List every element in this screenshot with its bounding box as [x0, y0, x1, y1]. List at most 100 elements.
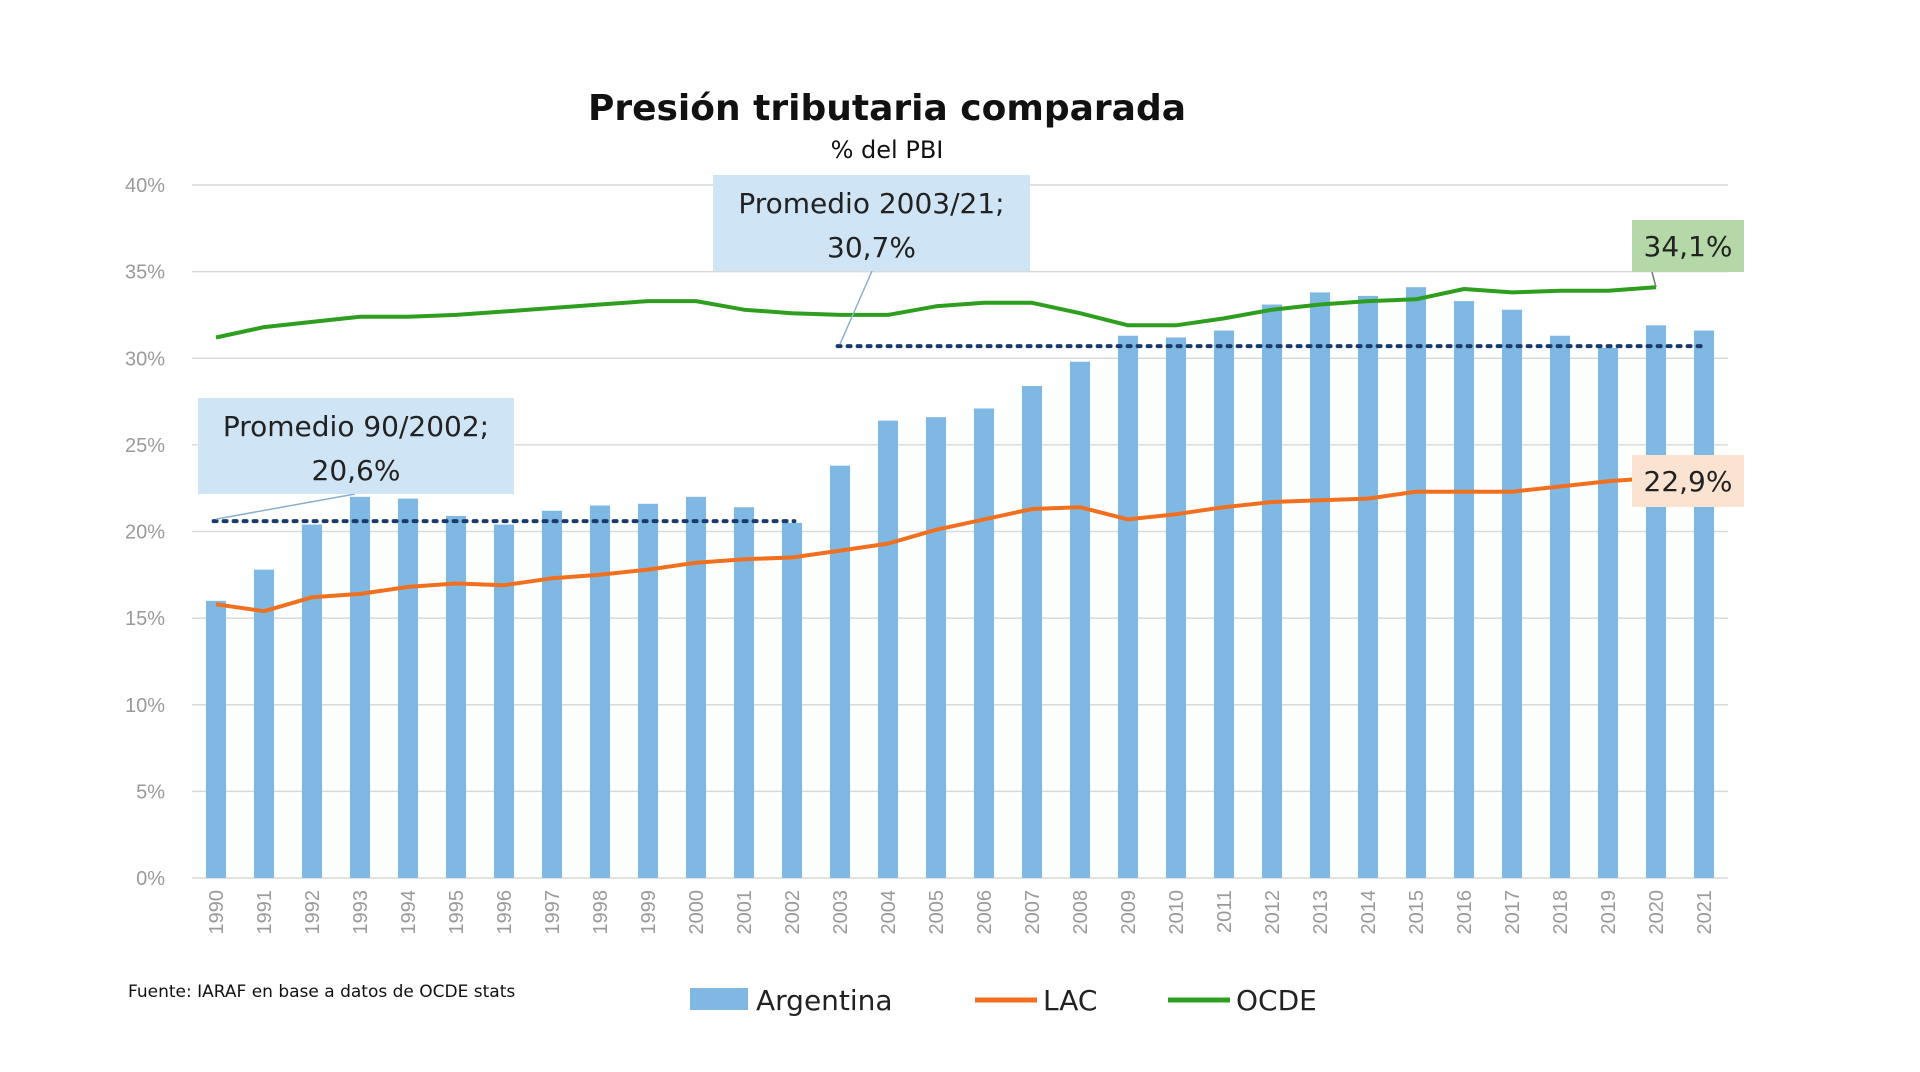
- bar-argentina: [301, 524, 323, 878]
- callout-value: 30,7%: [827, 231, 916, 264]
- y-axis-ticks: 0% 5% 10% 15% 20% 25% 30% 35% 40%: [125, 175, 165, 890]
- bar-argentina: [1549, 335, 1571, 878]
- callout-box: [198, 398, 514, 494]
- legend-label: LAC: [1043, 984, 1097, 1017]
- x-tick-label: 1991: [254, 890, 276, 935]
- average-lines: [211, 344, 1709, 524]
- x-tick-label: 2021: [1694, 890, 1716, 935]
- x-tick-label: 2010: [1166, 890, 1188, 935]
- bar-argentina: [253, 569, 275, 878]
- argentina-bars: [205, 287, 1715, 879]
- callout-leader: [839, 270, 873, 345]
- bar-argentina: [1645, 325, 1667, 878]
- bar-argentina: [349, 496, 371, 878]
- y-tick-label: 25%: [125, 435, 165, 457]
- bar-argentina: [445, 515, 467, 878]
- legend: Argentina LAC OCDE: [690, 984, 1317, 1017]
- x-tick-label: 2019: [1598, 890, 1620, 935]
- end-labels: 34,1% 22,9%: [1632, 220, 1744, 507]
- x-tick-label: 2003: [830, 890, 852, 935]
- x-axis-ticks: 1990 1991 1992 1993 1994 1995 1996 1997 1998 1999…: [206, 890, 1716, 935]
- x-tick-label: 1996: [494, 890, 516, 935]
- x-tick-label: 2017: [1502, 890, 1524, 935]
- bar-argentina: [637, 503, 659, 878]
- x-tick-label: 2011: [1214, 890, 1236, 933]
- legend-swatch: [690, 988, 748, 1010]
- average-callouts: Promedio 90/2002; 20,6% Promedio 2003/21; 3…: [198, 175, 1030, 520]
- callout-label: Promedio 2003/21;: [738, 187, 1004, 220]
- bar-argentina: [397, 498, 419, 878]
- bar-argentina: [1021, 385, 1043, 878]
- x-tick-label: 1995: [446, 890, 468, 935]
- y-tick-label: 40%: [125, 175, 165, 197]
- end-label-box: [1632, 220, 1744, 272]
- x-tick-label: 2008: [1070, 890, 1092, 935]
- x-tick-label: 1998: [590, 890, 612, 935]
- line-lac: [215, 475, 1657, 614]
- x-tick-label: 2016: [1454, 890, 1476, 935]
- x-tick-label: 2001: [734, 890, 756, 935]
- x-tick-label: 1997: [542, 890, 564, 935]
- x-tick-label: 2020: [1646, 890, 1668, 935]
- bar-argentina: [1597, 347, 1619, 879]
- bar-argentina: [1693, 330, 1715, 878]
- x-tick-label: 2007: [1022, 890, 1044, 935]
- callout-leader: [215, 493, 356, 520]
- chart-title: Presión tributaria comparada: [588, 88, 1186, 129]
- bar-argentina: [589, 505, 611, 878]
- x-tick-label: 2012: [1262, 890, 1284, 935]
- bar-argentina: [781, 522, 803, 878]
- x-tick-label: 2018: [1550, 890, 1572, 935]
- x-tick-label: 1999: [638, 890, 660, 935]
- x-tick-label: 2002: [782, 890, 804, 935]
- bar-argentina: [1453, 301, 1475, 878]
- x-tick-label: 2009: [1118, 890, 1140, 935]
- x-tick-label: 2013: [1310, 890, 1332, 935]
- callout-label: Promedio 90/2002;: [223, 410, 489, 443]
- bar-argentina: [1165, 337, 1187, 879]
- bar-argentina: [973, 408, 995, 878]
- x-tick-label: 2015: [1406, 890, 1428, 935]
- x-tick-label: 2006: [974, 890, 996, 935]
- callout-value: 20,6%: [312, 454, 401, 487]
- y-tick-label: 10%: [125, 695, 165, 717]
- bar-argentina: [1357, 295, 1379, 878]
- y-tick-label: 20%: [125, 522, 165, 544]
- callout-box: [713, 175, 1030, 271]
- x-tick-label: 2005: [926, 890, 948, 935]
- bar-argentina: [541, 510, 563, 878]
- bar-argentina: [733, 507, 755, 878]
- bar-argentina: [493, 524, 515, 878]
- x-tick-label: 2004: [878, 890, 900, 935]
- chart-subtitle: % del PBI: [831, 136, 944, 164]
- bar-argentina: [877, 420, 899, 878]
- y-tick-label: 5%: [136, 781, 165, 803]
- bar-argentina: [1213, 330, 1235, 878]
- x-tick-label: 2000: [686, 890, 708, 935]
- legend-label: OCDE: [1236, 984, 1317, 1017]
- bar-argentina: [1405, 287, 1427, 878]
- bar-argentina: [925, 417, 947, 878]
- legend-label: Argentina: [756, 984, 893, 1017]
- x-tick-label: 1994: [398, 890, 420, 935]
- bar-argentina: [1501, 309, 1523, 878]
- source-note: Fuente: IARAF en base a datos de OCDE st…: [128, 982, 515, 1002]
- x-tick-label: 1992: [302, 890, 324, 935]
- end-label-box: [1632, 455, 1744, 507]
- bar-argentina: [1261, 304, 1283, 879]
- x-tick-label: 1990: [206, 890, 228, 935]
- bar-argentina: [685, 496, 707, 878]
- bar-argentina: [1309, 292, 1331, 878]
- bar-argentina: [829, 465, 851, 878]
- bar-argentina: [205, 600, 227, 878]
- end-label-leader: [1651, 271, 1657, 288]
- x-tick-label: 1993: [350, 890, 372, 935]
- y-tick-label: 15%: [125, 608, 165, 630]
- end-label-text: 34,1%: [1644, 230, 1733, 263]
- y-tick-label: 0%: [136, 868, 165, 890]
- series-lines: [215, 285, 1657, 614]
- bar-argentina: [1069, 361, 1091, 879]
- x-tick-label: 2014: [1358, 890, 1380, 935]
- line-ocde: [215, 285, 1657, 340]
